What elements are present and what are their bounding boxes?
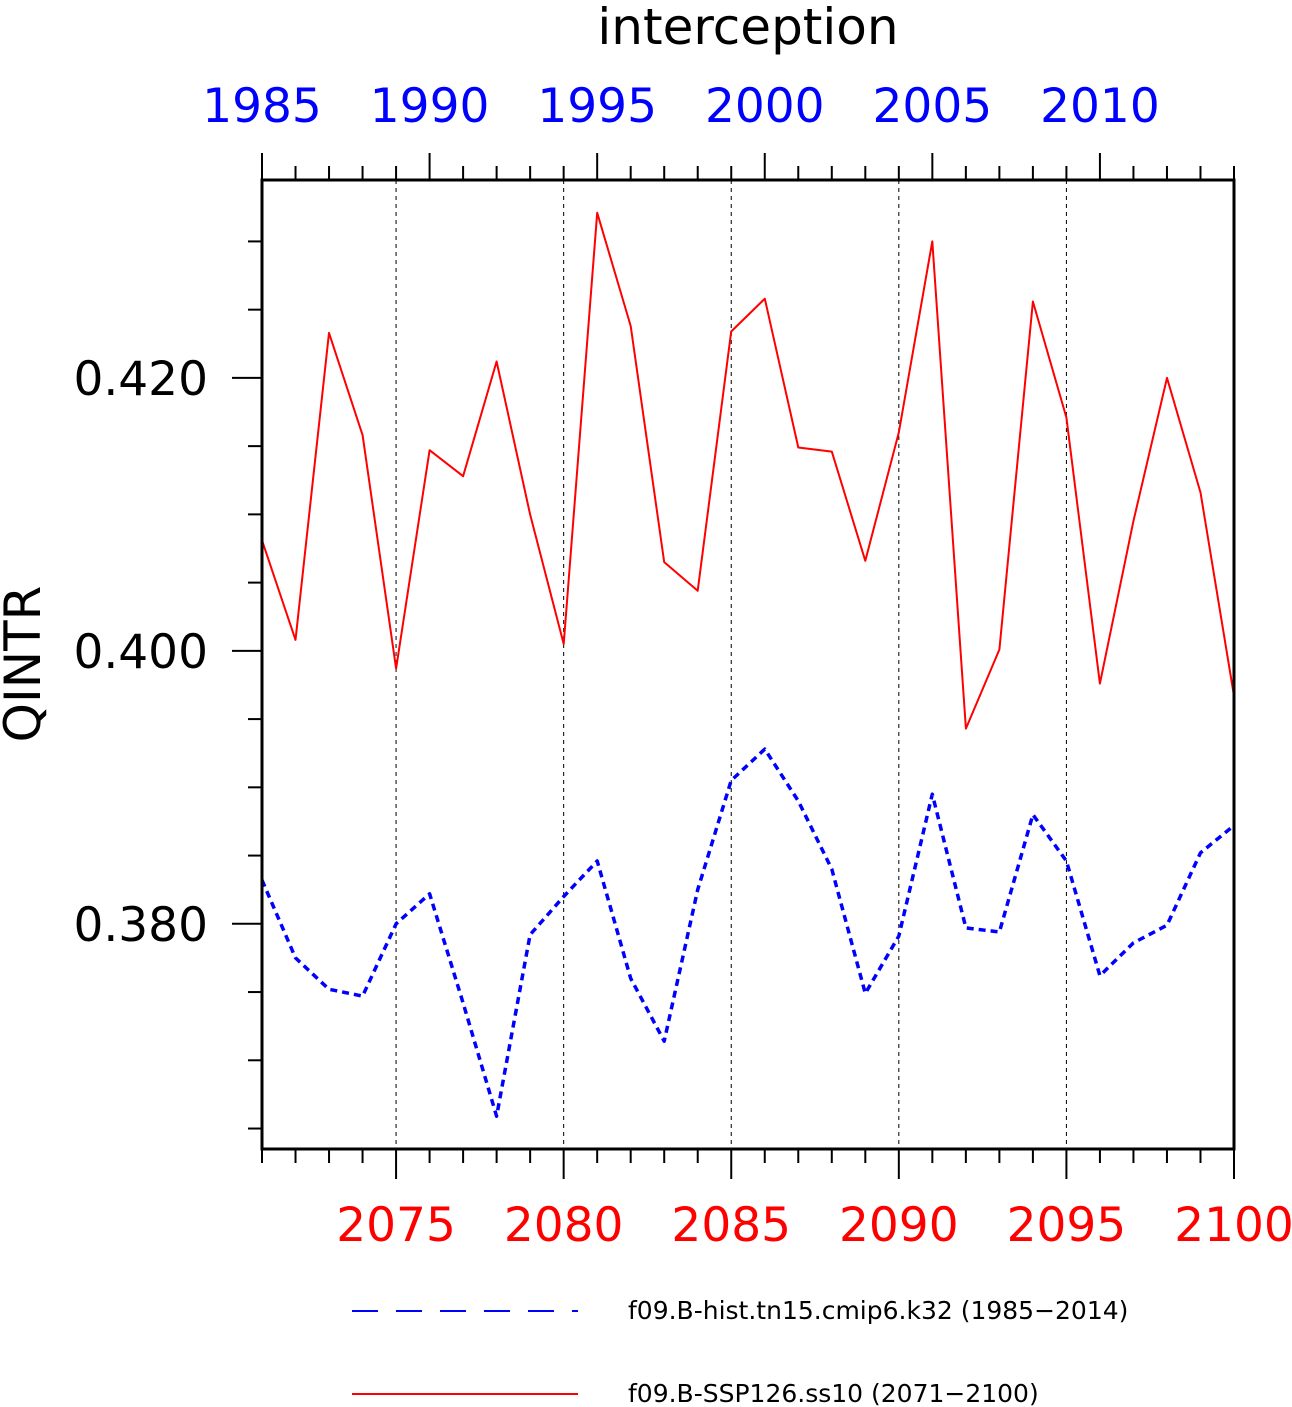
y-tick-label: 0.400 xyxy=(73,625,208,680)
x-top-tick-label: 2005 xyxy=(873,79,993,134)
y-axis-label: QINTR xyxy=(0,586,52,743)
x-top-tick-label: 1985 xyxy=(202,79,322,134)
plot-frame xyxy=(260,178,1236,1151)
chart-title: interception xyxy=(597,0,898,56)
legend-label-hist: f09.B-hist.tn15.cmip6.k32 (1985−2014) xyxy=(628,1296,1128,1325)
x-top-tick-label: 2000 xyxy=(705,79,825,134)
x-bottom-tick-label: 2090 xyxy=(839,1198,959,1253)
x-top-tick-label: 2010 xyxy=(1040,79,1160,134)
x-bottom-tick-label: 2075 xyxy=(336,1198,456,1253)
x-bottom-tick-label: 2095 xyxy=(1007,1198,1127,1253)
y-tick-label: 0.420 xyxy=(73,352,208,407)
x-top-tick-label: 1995 xyxy=(537,79,657,134)
x-bottom-tick-label: 2085 xyxy=(671,1198,791,1253)
x-top-tick-label: 1990 xyxy=(370,79,490,134)
series-layer xyxy=(260,211,1236,1118)
y-tick-label: 0.380 xyxy=(73,898,208,953)
legend: f09.B-hist.tn15.cmip6.k32 (1985−2014) f0… xyxy=(352,1296,1128,1407)
legend-label-ssp126: f09.B-SSP126.ss10 (2071−2100) xyxy=(628,1379,1039,1407)
x-bottom-tick-label: 2080 xyxy=(504,1198,624,1253)
series-line-0 xyxy=(260,747,1236,1118)
series-line-1 xyxy=(261,211,1235,730)
axis-layer: 2075 2080 2085 2090 2095 2100 1985 1990 1995 2000… xyxy=(73,79,1292,1253)
x-bottom-tick-label: 2100 xyxy=(1174,1198,1292,1253)
grid-layer xyxy=(395,180,1067,1149)
